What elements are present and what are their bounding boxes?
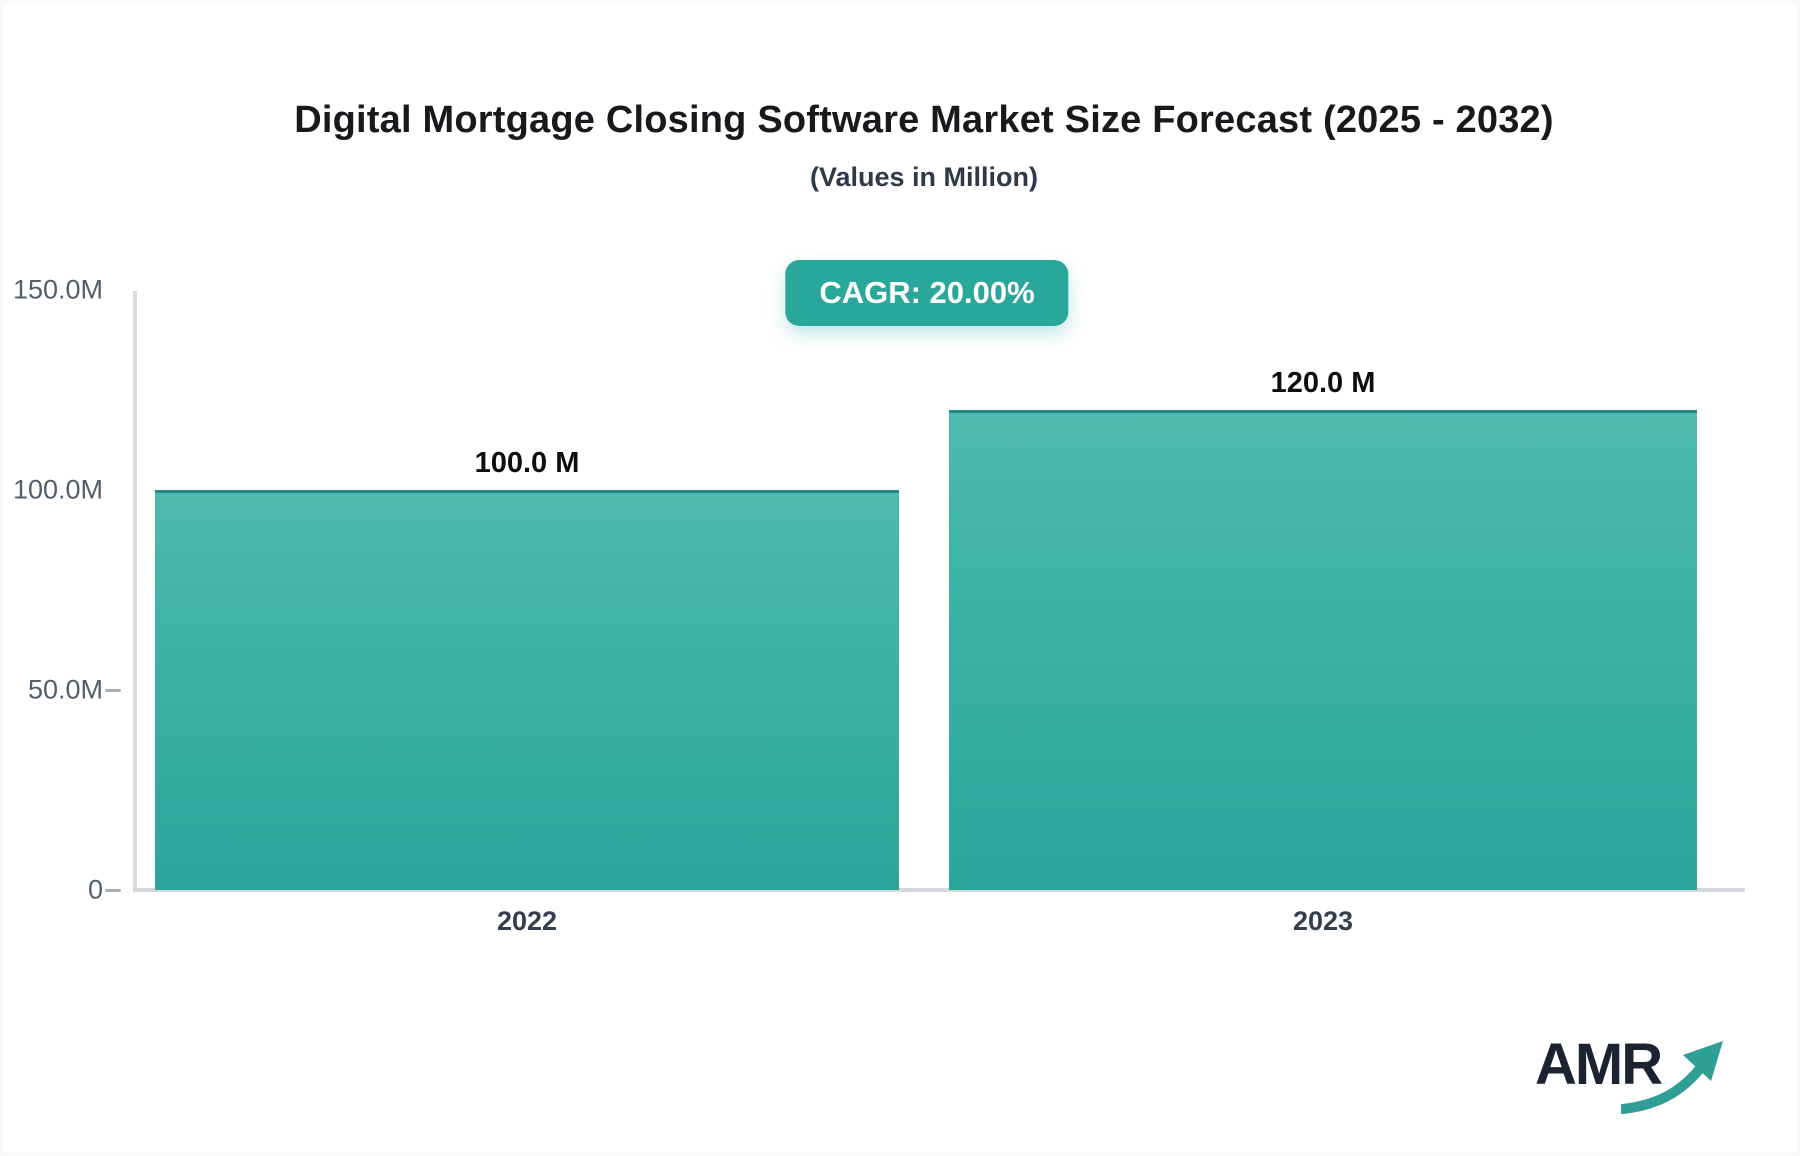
amr-logo-text: AMR xyxy=(1535,1032,1663,1097)
bar-value-label: 100.0 M xyxy=(474,447,580,479)
y-tick-label: 150.0M xyxy=(12,274,103,305)
x-axis-line xyxy=(133,888,1745,892)
cagr-badge: CAGR: 20.00% xyxy=(785,260,1069,326)
y-axis-line xyxy=(133,291,137,892)
chart-subtitle: (Values in Million) xyxy=(809,162,1039,192)
y-tick-mark xyxy=(105,689,121,692)
y-tick-label: 50.0M xyxy=(27,674,103,705)
bar-2022[interactable] xyxy=(155,490,899,890)
x-axis-label-2022: 2022 xyxy=(496,906,558,936)
amr-logo: AMR xyxy=(1535,1031,1735,1126)
bar-value-label: 120.0 M xyxy=(1270,367,1376,399)
chart-title: Digital Mortgage Closing Software Market… xyxy=(294,99,1554,141)
trend-arrow-icon xyxy=(1621,1041,1723,1114)
y-tick-label: 100.0M xyxy=(12,474,103,505)
chart-header: Digital Mortgage Closing Software Market… xyxy=(51,99,1797,193)
x-axis-label-2023: 2023 xyxy=(1292,906,1354,936)
bar-2023[interactable] xyxy=(949,410,1697,890)
y-tick-mark xyxy=(105,889,121,892)
y-tick-label: 0 xyxy=(87,874,103,905)
